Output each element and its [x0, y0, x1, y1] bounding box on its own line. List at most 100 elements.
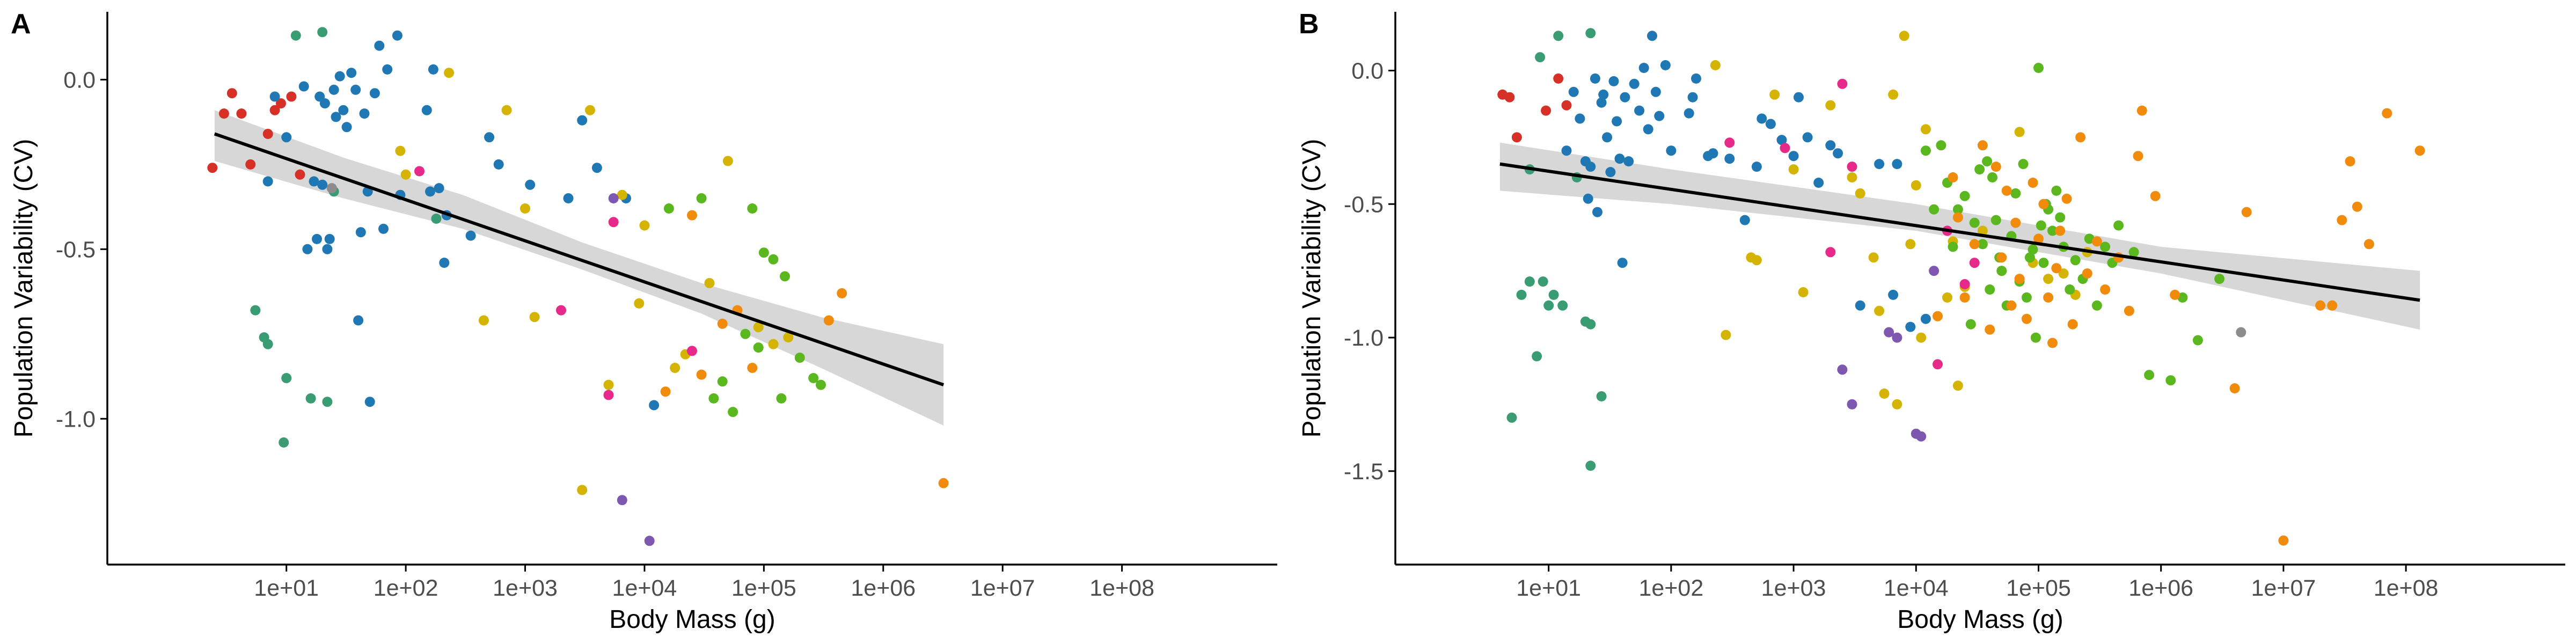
- data-point-green: [1974, 164, 1985, 175]
- y-tick-label: -1.0: [1344, 325, 1384, 351]
- data-point-blue: [1568, 86, 1579, 97]
- data-point-blue: [1813, 178, 1824, 188]
- data-point-green: [2055, 212, 2066, 223]
- panel-a-label: A: [11, 9, 31, 40]
- x-tick-label: 1e+05: [2006, 575, 2071, 601]
- data-point-pink: [687, 346, 697, 356]
- data-point-blue: [1739, 215, 1750, 225]
- data-point-orange: [2067, 319, 2078, 330]
- data-point-orange: [2043, 292, 2054, 303]
- data-point-blue: [1598, 89, 1609, 100]
- data-point-orange: [2010, 217, 2021, 228]
- data-point-blue: [322, 244, 333, 254]
- data-point-gray: [326, 183, 337, 194]
- data-point-green: [2070, 255, 2081, 266]
- data-point-yellow: [1916, 332, 1927, 343]
- data-point-blue: [269, 91, 280, 102]
- data-point-orange: [2278, 535, 2289, 546]
- data-point-blue: [338, 105, 349, 115]
- data-point-green: [728, 407, 738, 418]
- data-point-green: [663, 203, 674, 214]
- data-point-yellow: [768, 339, 779, 349]
- confidence-ribbon: [1499, 142, 2420, 330]
- data-point-green: [753, 342, 764, 353]
- data-point-blue: [484, 132, 495, 143]
- data-point-pink: [414, 166, 425, 177]
- data-point-green: [2192, 335, 2203, 346]
- data-point-yellow: [1751, 255, 1762, 266]
- data-point-orange: [2170, 289, 2180, 300]
- data-point-blue: [1620, 92, 1630, 103]
- y-tick-label: 0.0: [63, 67, 96, 93]
- data-point-blue: [1561, 145, 1572, 156]
- data-point-purple: [617, 495, 627, 506]
- data-point-blue: [1575, 113, 1585, 124]
- data-point-green: [1920, 145, 1931, 156]
- data-point-orange: [747, 363, 758, 373]
- data-point-blue: [1666, 145, 1677, 156]
- data-point-orange: [2028, 178, 2038, 188]
- data-point-blue: [350, 84, 361, 95]
- data-point-blue: [1605, 167, 1616, 178]
- data-point-blue: [341, 122, 352, 133]
- data-point-blue: [317, 179, 328, 190]
- data-point-blue: [421, 105, 432, 115]
- data-point-orange: [2051, 263, 2062, 274]
- data-point-blue: [1788, 151, 1799, 162]
- data-point-blue: [1855, 300, 1865, 311]
- data-point-orange: [2100, 284, 2111, 295]
- data-point-red: [1504, 92, 1515, 103]
- data-point-teal: [281, 373, 292, 383]
- data-point-orange: [2075, 132, 2086, 143]
- data-point-blue: [563, 193, 574, 203]
- data-point-blue: [382, 64, 393, 75]
- data-point-blue: [1629, 78, 1640, 89]
- data-point-orange: [2345, 156, 2355, 167]
- panel-b: B 1e+01 1e+02 1e+03 1e+04 1e+05 1e+06 1e+07 1e+…: [1298, 9, 2565, 634]
- data-point-green: [2051, 185, 2062, 196]
- data-point-orange: [2150, 191, 2161, 201]
- data-point-blue: [1825, 140, 1836, 151]
- data-point-green: [2033, 63, 2044, 73]
- data-point-blue: [1647, 31, 1657, 41]
- data-point-red: [262, 129, 273, 139]
- data-point-orange: [1969, 239, 1980, 250]
- data-point-blue: [334, 71, 345, 82]
- data-point-green: [717, 376, 728, 387]
- data-point-yellow: [603, 379, 614, 390]
- data-point-purple: [644, 536, 655, 546]
- data-point-teal: [250, 305, 261, 316]
- data-point-blue: [324, 233, 335, 244]
- data-point-green: [2028, 244, 2038, 255]
- data-point-blue: [1757, 113, 1767, 124]
- panel-a: A 1e+01 1e+02 1e+03 1e+04 1e+05 1e+06 1e+07 1e+…: [10, 9, 1277, 634]
- data-point-blue: [1802, 132, 1813, 143]
- data-point-teal: [317, 27, 328, 38]
- data-point-red: [1511, 132, 1522, 143]
- data-point-blue: [1874, 159, 1885, 170]
- data-point-teal: [290, 30, 301, 41]
- data-point-green: [1969, 217, 1980, 228]
- data-point-purple: [1847, 399, 1857, 409]
- data-point-purple: [1837, 364, 1848, 375]
- y-tick-label: -0.5: [1344, 192, 1384, 217]
- data-point-teal: [1585, 319, 1596, 330]
- data-point-orange: [2038, 199, 2049, 209]
- data-point-yellow: [2043, 274, 2054, 284]
- data-point-orange: [1996, 252, 2007, 263]
- data-point-pink: [1933, 359, 1943, 370]
- data-point-yellow: [670, 363, 680, 373]
- data-point-orange: [1985, 324, 1995, 335]
- data-point-orange: [1959, 292, 1970, 303]
- data-point-orange: [2014, 274, 2025, 284]
- data-point-blue: [281, 132, 292, 143]
- data-point-purple: [1916, 431, 1927, 442]
- data-point-blue: [428, 64, 438, 75]
- data-point-yellow: [1920, 124, 1931, 135]
- data-point-green: [1996, 266, 2007, 276]
- data-point-gray: [2236, 327, 2246, 338]
- data-point-orange: [1990, 162, 2001, 172]
- data-point-yellow: [577, 485, 588, 495]
- data-point-blue: [493, 159, 504, 170]
